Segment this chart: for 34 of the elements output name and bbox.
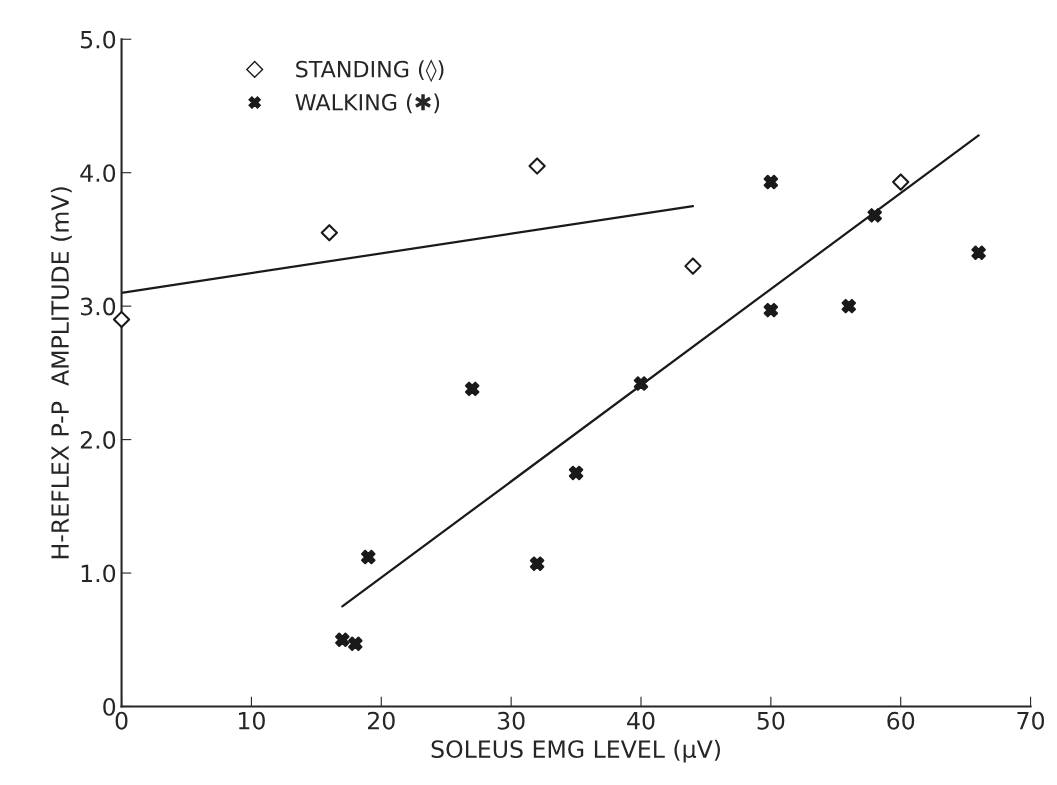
point — [568, 465, 584, 481]
x-tick-label: 20 — [367, 711, 395, 730]
x-tick-label: 60 — [887, 711, 915, 730]
point — [763, 174, 779, 190]
x-tick-label: 0 — [115, 711, 128, 730]
x-tick-label: 50 — [757, 711, 785, 730]
point — [763, 302, 779, 318]
point — [529, 556, 545, 571]
legend-label: STANDING (◊) — [296, 59, 444, 83]
point — [841, 298, 857, 314]
point — [892, 173, 910, 191]
point — [335, 632, 350, 648]
point — [971, 245, 986, 261]
y-tick-label: 5.0 — [80, 30, 116, 49]
legend-label: WALKING (✱) — [295, 93, 440, 114]
y-tick-label: 4.0 — [80, 164, 116, 183]
point — [320, 224, 338, 242]
x-tick-label: 30 — [497, 711, 525, 730]
x-tick-label: 70 — [1017, 711, 1045, 730]
point — [361, 549, 376, 565]
y-tick-label: 1.0 — [81, 564, 116, 583]
point — [633, 376, 649, 391]
point — [464, 381, 480, 397]
point — [348, 636, 363, 652]
y-axis-title: H-REFLEX P-P AMPLITUDE (mV) — [50, 187, 72, 559]
y-tick-label: 0 — [103, 697, 116, 716]
point — [528, 157, 546, 175]
x-axis-title: SOLEUS EMG LEVEL (µV) — [431, 739, 720, 763]
y-tick-label: 2.0 — [80, 431, 116, 449]
x-tick-label: 40 — [627, 711, 655, 730]
x-tick-label: 10 — [238, 711, 265, 730]
point — [684, 257, 702, 275]
y-tick-label: 3.0 — [80, 297, 116, 316]
point — [867, 208, 882, 223]
